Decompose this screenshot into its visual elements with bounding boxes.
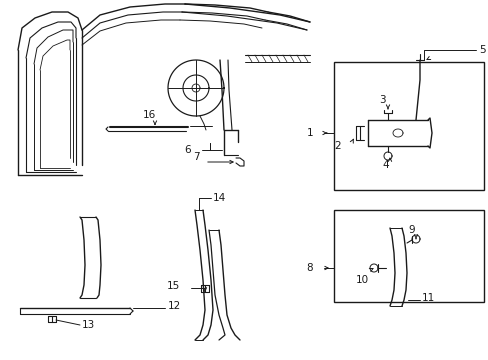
Text: 4: 4 [382, 160, 388, 170]
Text: 10: 10 [355, 275, 368, 285]
Text: 14: 14 [213, 193, 226, 203]
Text: 6: 6 [184, 145, 191, 155]
Text: 15: 15 [166, 281, 179, 291]
Text: 9: 9 [408, 225, 414, 235]
Text: 1: 1 [306, 128, 313, 138]
Text: 16: 16 [142, 110, 156, 120]
Text: 5: 5 [478, 45, 485, 55]
Text: 13: 13 [82, 320, 95, 330]
Text: 11: 11 [421, 293, 434, 303]
Text: 2: 2 [334, 141, 341, 151]
Bar [333, 210, 483, 302]
Text: 3: 3 [378, 95, 385, 105]
Bar [333, 62, 483, 190]
Text: 8: 8 [306, 263, 313, 273]
Text: 12: 12 [168, 301, 181, 311]
Text: 7: 7 [192, 152, 199, 162]
